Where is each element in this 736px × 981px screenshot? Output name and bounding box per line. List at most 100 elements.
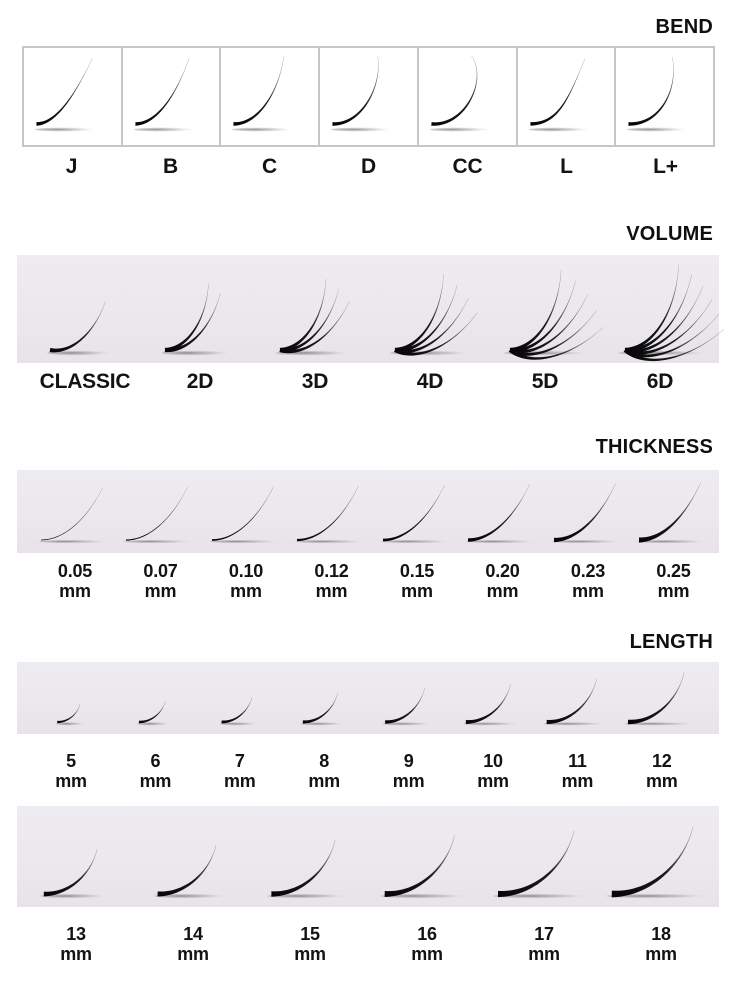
length-unit-text: mm xyxy=(645,944,677,964)
volume-cluster-3D xyxy=(275,278,362,356)
bend-label: CC xyxy=(453,155,483,179)
volume-label: 5D xyxy=(531,370,559,394)
volume-cluster-4D xyxy=(389,274,482,356)
thickness-lash-0.15 xyxy=(380,484,461,544)
bend-box-B xyxy=(120,46,222,147)
length-label: 17 mm xyxy=(528,924,560,964)
length-unit-text: mm xyxy=(645,771,678,791)
volume-label-text: 3D xyxy=(301,370,329,393)
bend-box-L+ xyxy=(614,46,716,147)
length-value-text: 18 xyxy=(651,924,671,944)
bend-box-L xyxy=(515,46,617,147)
bend-lash-B-icon xyxy=(133,57,202,132)
bend-box-CC xyxy=(416,46,518,147)
length-label: 13 mm xyxy=(60,924,92,964)
bend-label-text: D xyxy=(361,155,376,178)
length-value-text: 8 xyxy=(319,751,330,771)
volume-cluster-2D xyxy=(161,283,242,356)
length-unit-text: mm xyxy=(55,771,87,791)
thickness-unit-text: mm xyxy=(144,581,177,601)
length-unit-text: mm xyxy=(223,771,256,791)
bend-label-text: L xyxy=(560,155,573,178)
length-lash-7mm xyxy=(219,697,264,726)
length-value-text: 12 xyxy=(651,751,672,771)
length-lash-18mm xyxy=(606,826,725,899)
thickness-label: 0.10 mm xyxy=(229,561,263,601)
section-title-bend: BEND xyxy=(655,16,713,38)
bend-lash-C-icon xyxy=(232,56,301,132)
thickness-unit-text: mm xyxy=(230,581,262,601)
length-lash-5mm xyxy=(55,704,89,726)
volume-label-text: 2D xyxy=(186,370,214,393)
thickness-lash-0.07 xyxy=(124,487,204,544)
thickness-value-text: 0.23 xyxy=(570,561,606,581)
bend-box-row xyxy=(22,46,716,147)
volume-cluster-5D xyxy=(503,269,603,360)
bend-box-C xyxy=(219,46,321,147)
length-band-2 xyxy=(17,806,725,907)
bend-label-text: B xyxy=(163,155,178,178)
thickness-value-text: 0.20 xyxy=(485,561,520,581)
section-title-thickness: THICKNESS xyxy=(595,436,713,458)
length-lash-11mm xyxy=(543,678,617,726)
length-label: 12 mm xyxy=(646,751,678,791)
thickness-unit-text: mm xyxy=(401,581,433,601)
length-unit-text: mm xyxy=(139,771,172,791)
thickness-label: 0.07 mm xyxy=(143,561,177,601)
length-lash-9mm xyxy=(382,688,440,726)
bend-lash-CC-icon xyxy=(429,55,499,132)
bend-label: C xyxy=(262,155,277,179)
volume-cluster-6D xyxy=(618,264,724,362)
thickness-value-text: 0.05 xyxy=(57,561,93,581)
length-band-1 xyxy=(17,662,719,734)
length-label: 8 mm xyxy=(308,751,340,791)
volume-label-text: 5D xyxy=(531,370,559,393)
thickness-lash-0.05 xyxy=(38,487,119,544)
length-value-text: 5 xyxy=(66,751,76,771)
bend-lash-L-icon xyxy=(528,58,597,132)
thickness-lash-0.12 xyxy=(295,485,375,544)
bend-label: L xyxy=(560,155,573,179)
volume-label: CLASSIC xyxy=(40,370,131,394)
length-label: 18 mm xyxy=(645,924,677,964)
length-value-text: 15 xyxy=(300,924,320,944)
length-label: 11 mm xyxy=(562,751,594,791)
length-unit-text: mm xyxy=(308,771,340,791)
bend-label-text: CC xyxy=(452,155,483,178)
bend-box-D xyxy=(318,46,419,147)
length-label: 6 mm xyxy=(140,751,172,791)
bend-label: B xyxy=(163,155,178,179)
section-title-length: LENGTH xyxy=(629,631,713,653)
length-value-text: 9 xyxy=(403,751,414,771)
volume-label-text: 6D xyxy=(646,370,674,393)
thickness-value-text: 0.07 xyxy=(143,561,178,581)
length-value-text: 6 xyxy=(150,751,161,771)
length-unit-text: mm xyxy=(392,771,425,791)
length-label: 7 mm xyxy=(224,751,256,791)
length-lash-13mm xyxy=(40,849,118,899)
thickness-value-text: 0.25 xyxy=(656,561,691,581)
length-unit-text: mm xyxy=(477,771,509,791)
thickness-unit-text: mm xyxy=(486,581,519,601)
length-lash-14mm xyxy=(153,845,239,899)
length-unit-text: mm xyxy=(294,944,326,964)
length-value-text: 7 xyxy=(234,751,245,771)
thickness-label: 0.20 mm xyxy=(485,561,519,601)
length-label: 14 mm xyxy=(177,924,209,964)
length-label: 16 mm xyxy=(411,924,443,964)
thickness-band xyxy=(17,470,719,553)
volume-label-text: CLASSIC xyxy=(39,370,131,393)
bend-lash-L+-icon xyxy=(627,57,696,132)
length-lash-15mm xyxy=(267,839,360,899)
volume-label: 6D xyxy=(646,370,674,394)
volume-label: 2D xyxy=(186,370,214,394)
length-label: 9 mm xyxy=(393,751,425,791)
length-value-text: 11 xyxy=(568,751,587,771)
bend-box-J xyxy=(22,46,123,147)
length-label: 15 mm xyxy=(294,924,326,964)
thickness-label: 0.12 mm xyxy=(314,561,348,601)
length-value-text: 16 xyxy=(417,924,437,944)
volume-band xyxy=(17,255,724,363)
thickness-unit-text: mm xyxy=(657,581,690,601)
thickness-label: 0.23 mm xyxy=(571,561,605,601)
